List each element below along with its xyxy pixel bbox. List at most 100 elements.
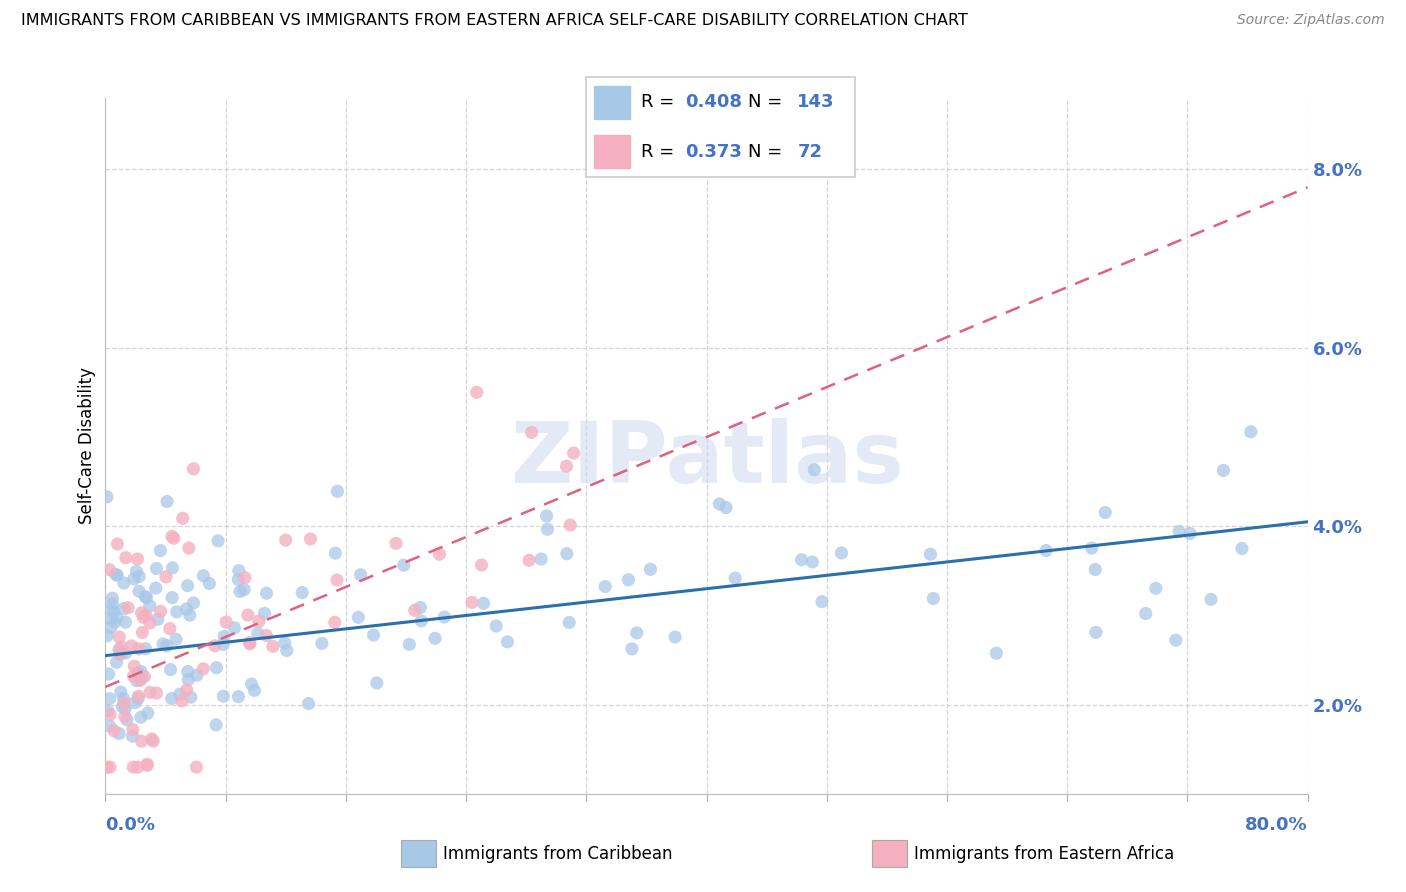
Text: 0.373: 0.373 — [685, 143, 742, 161]
Point — [177, 673, 200, 687]
Point — [176, 579, 198, 593]
Point — [212, 630, 235, 644]
Point — [121, 723, 143, 737]
Point — [135, 591, 157, 605]
Point — [177, 541, 200, 555]
Point — [98, 707, 121, 722]
Point — [204, 639, 226, 653]
Point — [323, 546, 346, 560]
Point — [107, 537, 129, 551]
Point — [110, 640, 132, 654]
Point — [115, 713, 138, 727]
Point — [104, 615, 127, 630]
Point — [254, 628, 277, 642]
Point — [536, 509, 558, 524]
Point — [136, 757, 159, 772]
Point — [811, 594, 834, 608]
Point — [1212, 463, 1234, 477]
Point — [1084, 562, 1107, 576]
Point — [461, 595, 484, 609]
Point — [186, 668, 208, 682]
Point — [114, 615, 136, 630]
Point — [129, 673, 152, 688]
Point — [246, 626, 269, 640]
Point — [98, 719, 121, 733]
Point — [205, 718, 228, 732]
Point — [801, 555, 824, 569]
Point — [177, 665, 200, 679]
Point — [149, 543, 172, 558]
Point — [172, 511, 194, 525]
Point — [429, 547, 451, 561]
Point — [1230, 541, 1253, 556]
Point — [186, 760, 208, 774]
Point — [555, 547, 578, 561]
Point — [1080, 541, 1102, 556]
Point — [274, 533, 297, 548]
Point — [1240, 425, 1263, 439]
Point — [311, 636, 333, 650]
Point — [385, 536, 408, 550]
Point — [274, 636, 297, 650]
Point — [472, 596, 495, 610]
Point — [326, 573, 349, 587]
Point — [169, 687, 191, 701]
Point — [136, 758, 159, 772]
Point — [520, 425, 543, 440]
Point — [1094, 506, 1116, 520]
Point — [139, 685, 162, 699]
Point — [620, 641, 643, 656]
Point — [160, 691, 183, 706]
Point — [96, 760, 118, 774]
Point — [470, 558, 492, 572]
Point — [247, 614, 270, 628]
Point — [404, 603, 426, 617]
Point — [236, 608, 259, 623]
Point — [349, 567, 371, 582]
Point — [159, 663, 181, 677]
Bar — [595, 87, 630, 119]
Point — [127, 691, 149, 706]
Point — [297, 697, 319, 711]
Point — [127, 665, 149, 680]
Point — [101, 597, 124, 611]
Point — [156, 494, 179, 508]
Point — [803, 463, 825, 477]
Point — [122, 572, 145, 586]
Point — [240, 677, 263, 691]
Point — [224, 621, 246, 635]
Point — [135, 608, 157, 623]
Point — [112, 691, 135, 706]
Point — [134, 590, 156, 604]
Point — [262, 640, 284, 654]
Point — [141, 731, 163, 746]
Point — [366, 676, 388, 690]
Point — [193, 662, 215, 676]
Point — [640, 562, 662, 576]
Text: R =: R = — [641, 94, 681, 112]
Point — [165, 632, 187, 647]
Point — [709, 497, 731, 511]
Point — [193, 568, 215, 582]
Point — [233, 582, 256, 597]
Point — [229, 584, 252, 599]
Point — [128, 584, 150, 599]
Point — [166, 605, 188, 619]
Point — [830, 546, 852, 560]
Point — [125, 565, 148, 579]
Point — [131, 734, 153, 748]
Point — [176, 682, 198, 697]
Point — [162, 561, 184, 575]
Point — [212, 638, 235, 652]
Point — [108, 630, 131, 644]
Point — [790, 552, 813, 566]
Point — [593, 580, 616, 594]
Point — [122, 760, 145, 774]
Text: N =: N = — [748, 94, 787, 112]
Point — [98, 760, 121, 774]
Point — [558, 615, 581, 630]
Point — [131, 625, 153, 640]
Point — [170, 694, 193, 708]
Point — [228, 564, 250, 578]
Text: IMMIGRANTS FROM CARIBBEAN VS IMMIGRANTS FROM EASTERN AFRICA SELF-CARE DISABILITY: IMMIGRANTS FROM CARIBBEAN VS IMMIGRANTS … — [21, 13, 967, 29]
